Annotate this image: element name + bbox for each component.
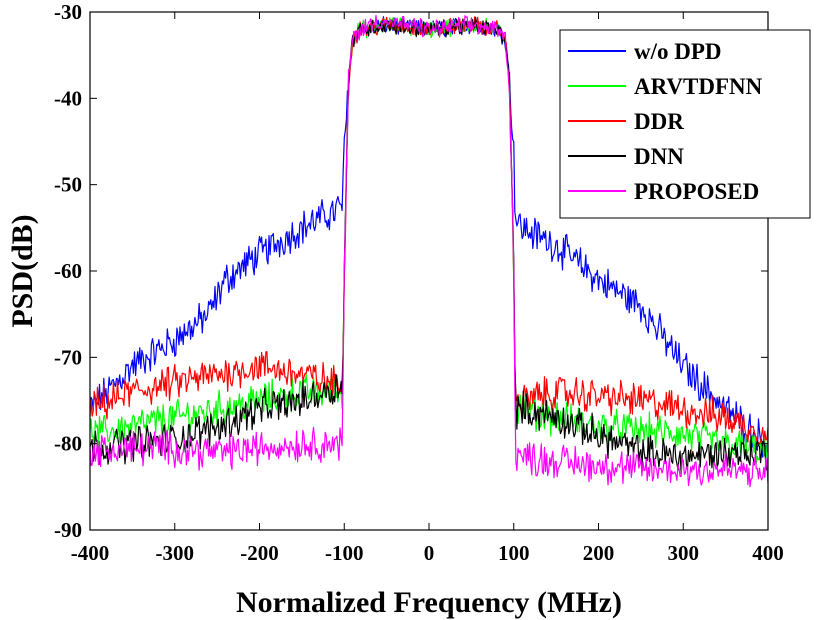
x-axis: -400 -300 -200 -100 0 100 200 300 400: [71, 12, 784, 565]
y-tick-label: -70: [54, 345, 82, 369]
y-tick-label: -80: [54, 432, 82, 456]
x-tick-label: -200: [240, 541, 279, 565]
series-line-1: [89, 17, 769, 465]
x-tick-label: 200: [583, 541, 615, 565]
legend-entry: w/o DPD: [634, 39, 722, 64]
legend: w/o DPD ARVTDFNN DDR DNN PROPOSED: [559, 29, 811, 219]
series-layer: [89, 14, 769, 488]
series-line-4: [89, 14, 769, 488]
x-tick-label: 400: [752, 541, 784, 565]
legend-entry: ARVTDFNN: [634, 74, 763, 99]
legend-box: [559, 29, 811, 219]
x-axis-label: Normalized Frequency (MHz): [236, 586, 622, 619]
y-tick-label: -50: [54, 173, 82, 197]
y-axis: -90 -80 -70 -60 -50 -40 -30: [54, 0, 768, 542]
y-tick-label: -60: [54, 259, 82, 283]
x-tick-label: 300: [668, 541, 700, 565]
x-tick-label: 100: [498, 541, 530, 565]
x-tick-label: 0: [424, 541, 435, 565]
x-tick-label: -100: [325, 541, 364, 565]
y-tick-label: -90: [54, 518, 82, 542]
y-tick-label: -30: [54, 0, 82, 24]
y-axis-label: PSD(dB): [6, 214, 39, 327]
legend-entry: PROPOSED: [634, 179, 759, 204]
legend-entry: DDR: [634, 109, 684, 134]
x-tick-label: -300: [156, 541, 195, 565]
legend-entry: DNN: [634, 144, 684, 169]
y-tick-label: -40: [54, 86, 82, 110]
x-tick-label: -400: [71, 541, 110, 565]
